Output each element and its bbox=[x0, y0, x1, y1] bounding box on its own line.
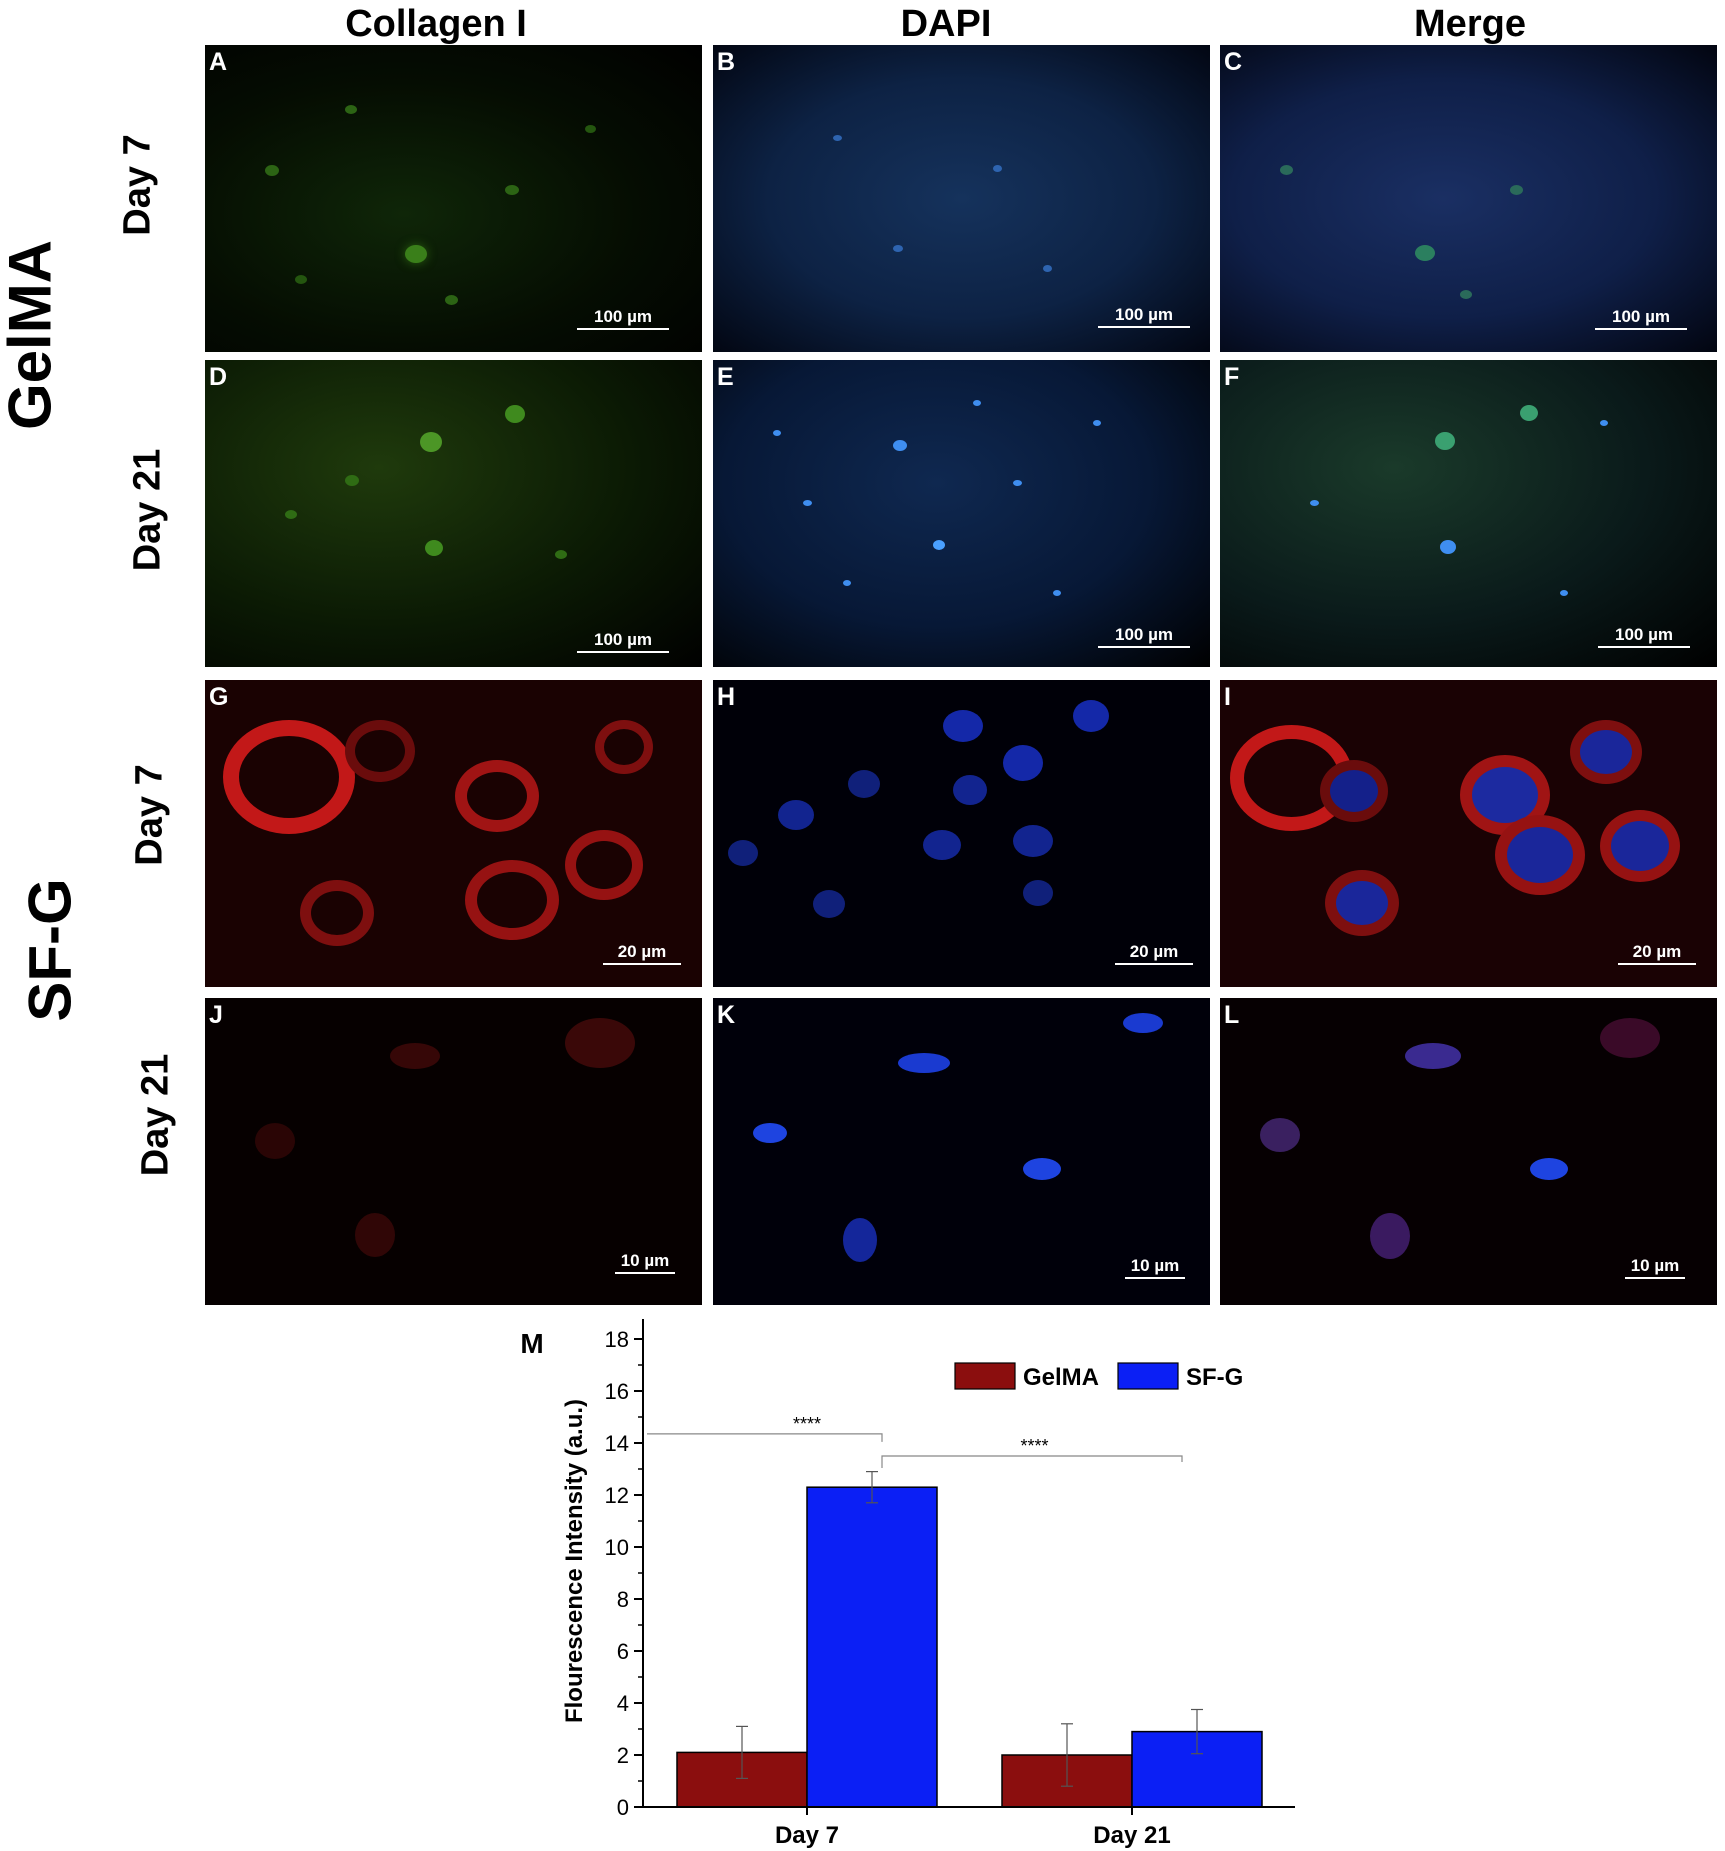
scale-line bbox=[615, 1272, 675, 1274]
y-tick-label: 8 bbox=[617, 1587, 629, 1612]
panel-letter: E bbox=[717, 363, 734, 391]
scale-label: 10 µm bbox=[1130, 1256, 1180, 1275]
column-header-dapi: DAPI bbox=[900, 3, 992, 45]
y-tick-label: 4 bbox=[617, 1691, 629, 1716]
panel-letter-m: M bbox=[520, 1328, 543, 1359]
panel-j-collagen-sfg-day21: J 10 µm bbox=[205, 998, 702, 1305]
panel-h-dapi-sfg-day7: H 20 µm bbox=[713, 680, 1210, 987]
panel-letter: L bbox=[1224, 1001, 1240, 1029]
scale-bar: 100 µm bbox=[1098, 625, 1190, 648]
panel-i-merge-sfg-day7: I 20 µm bbox=[1220, 680, 1717, 987]
scale-label: 10 µm bbox=[1630, 1256, 1680, 1275]
group-label-gelma: GelMA bbox=[0, 239, 64, 431]
fluorescence-bar-chart: M Flourescence Intensity (a.u.) 0 2 4 6 8 10 1… bbox=[520, 1319, 1295, 1849]
scale-bar: 100 µm bbox=[1595, 307, 1687, 330]
scale-bar: 100 µm bbox=[577, 630, 669, 653]
panel-letter: K bbox=[717, 1001, 736, 1029]
row-label-gelma-day21: Day 21 bbox=[126, 448, 169, 572]
panel-a-collagen-gelma-day7: A 100 µm bbox=[205, 45, 702, 352]
panel-k-dapi-sfg-day21: K 10 µm bbox=[713, 998, 1210, 1305]
column-header-merge: Merge bbox=[1414, 3, 1526, 45]
panel-e-dapi-gelma-day21: E 100 µm bbox=[713, 360, 1210, 667]
y-tick-label: 16 bbox=[605, 1379, 629, 1404]
panel-letter: J bbox=[209, 1001, 223, 1029]
panel-d-collagen-gelma-day21: D 100 µm bbox=[205, 360, 702, 667]
y-tick-label: 2 bbox=[617, 1743, 629, 1768]
y-tick-label: 14 bbox=[605, 1431, 629, 1456]
scale-label: 100 µm bbox=[1615, 625, 1673, 644]
legend-swatch-sf-g bbox=[1117, 1362, 1179, 1390]
scale-bar: 20 µm bbox=[603, 942, 681, 965]
panel-g-collagen-sfg-day7: G 20 µm bbox=[205, 680, 702, 987]
group-label-sfg: SF-G bbox=[16, 878, 84, 1022]
scale-line bbox=[1598, 646, 1690, 648]
y-tick-label: 12 bbox=[605, 1483, 629, 1508]
bars-layer bbox=[676, 1471, 1263, 1808]
scale-line bbox=[1098, 646, 1190, 648]
y-axis-label: Flourescence Intensity (a.u.) bbox=[561, 1399, 588, 1723]
significance-label: **** bbox=[1020, 1436, 1048, 1456]
row-label-gelma-day7: Day 7 bbox=[116, 134, 159, 236]
panel-letter: C bbox=[1224, 48, 1243, 76]
significance-bracket bbox=[881, 1455, 1183, 1468]
panel-letter: G bbox=[209, 683, 229, 711]
panel-letter: I bbox=[1224, 683, 1231, 711]
scale-label: 100 µm bbox=[1115, 625, 1173, 644]
panel-b-dapi-gelma-day7: B 100 µm bbox=[713, 45, 1210, 352]
scale-line bbox=[1125, 1277, 1185, 1279]
legend-swatch-gelma bbox=[954, 1362, 1016, 1390]
panel-letter: B bbox=[717, 48, 736, 76]
panel-letter: F bbox=[1224, 363, 1240, 391]
panel-f-merge-gelma-day21: F 100 µm bbox=[1220, 360, 1717, 667]
scale-label: 100 µm bbox=[1115, 305, 1173, 324]
scale-bar: 10 µm bbox=[615, 1251, 675, 1274]
y-tick-label: 18 bbox=[605, 1327, 629, 1352]
significance-label: **** bbox=[793, 1414, 821, 1434]
scale-bar: 10 µm bbox=[1625, 1256, 1685, 1279]
legend-label-gelma: GelMA bbox=[1023, 1364, 1099, 1391]
y-tick-label: 10 bbox=[605, 1535, 629, 1560]
scale-line bbox=[577, 328, 669, 330]
scale-label: 20 µm bbox=[1129, 942, 1179, 961]
scale-bar: 20 µm bbox=[1115, 942, 1193, 965]
scale-line bbox=[1098, 326, 1190, 328]
significance-brackets: **** **** bbox=[647, 1414, 1183, 1468]
x-tick-label: Day 21 bbox=[1093, 1822, 1170, 1849]
column-header-collagen: Collagen I bbox=[345, 3, 527, 45]
scale-label: 100 µm bbox=[1612, 307, 1670, 326]
row-label-sfg-day7: Day 7 bbox=[128, 764, 171, 866]
scale-line bbox=[1115, 963, 1193, 965]
panel-letter: H bbox=[717, 683, 736, 711]
scale-label: 10 µm bbox=[620, 1251, 670, 1270]
scale-bar: 100 µm bbox=[577, 307, 669, 330]
panel-l-merge-sfg-day21: L 10 µm bbox=[1220, 998, 1717, 1305]
significance-bracket bbox=[647, 1433, 883, 1442]
scale-line bbox=[1625, 1277, 1685, 1279]
scale-label: 100 µm bbox=[594, 307, 652, 326]
scale-line bbox=[577, 651, 669, 653]
scale-label: 100 µm bbox=[594, 630, 652, 649]
y-axis-ticks: 0 2 4 6 8 10 12 14 16 18 bbox=[605, 1327, 643, 1820]
panel-c-merge-gelma-day7: C 100 µm bbox=[1220, 45, 1717, 352]
scale-line bbox=[1595, 328, 1687, 330]
y-tick-label: 6 bbox=[617, 1639, 629, 1664]
scale-line bbox=[1618, 963, 1696, 965]
legend-label-sf-g: SF-G bbox=[1186, 1364, 1243, 1391]
panel-letter: A bbox=[209, 48, 228, 76]
scale-label: 20 µm bbox=[1632, 942, 1682, 961]
scale-bar: 10 µm bbox=[1125, 1256, 1185, 1279]
scale-bar: 100 µm bbox=[1098, 305, 1190, 328]
y-tick-label: 0 bbox=[617, 1795, 629, 1820]
row-label-sfg-day21: Day 21 bbox=[134, 1053, 177, 1177]
scale-bar: 100 µm bbox=[1598, 625, 1690, 648]
scale-bar: 20 µm bbox=[1618, 942, 1696, 965]
legend: GelMA SF-G bbox=[954, 1362, 1243, 1391]
x-axis-ticks: Day 7 Day 21 bbox=[775, 1807, 1171, 1849]
scale-line bbox=[603, 963, 681, 965]
x-tick-label: Day 7 bbox=[775, 1822, 839, 1849]
scale-label: 20 µm bbox=[617, 942, 667, 961]
panel-letter: D bbox=[209, 363, 228, 391]
bar-sf-g-0 bbox=[806, 1486, 938, 1808]
